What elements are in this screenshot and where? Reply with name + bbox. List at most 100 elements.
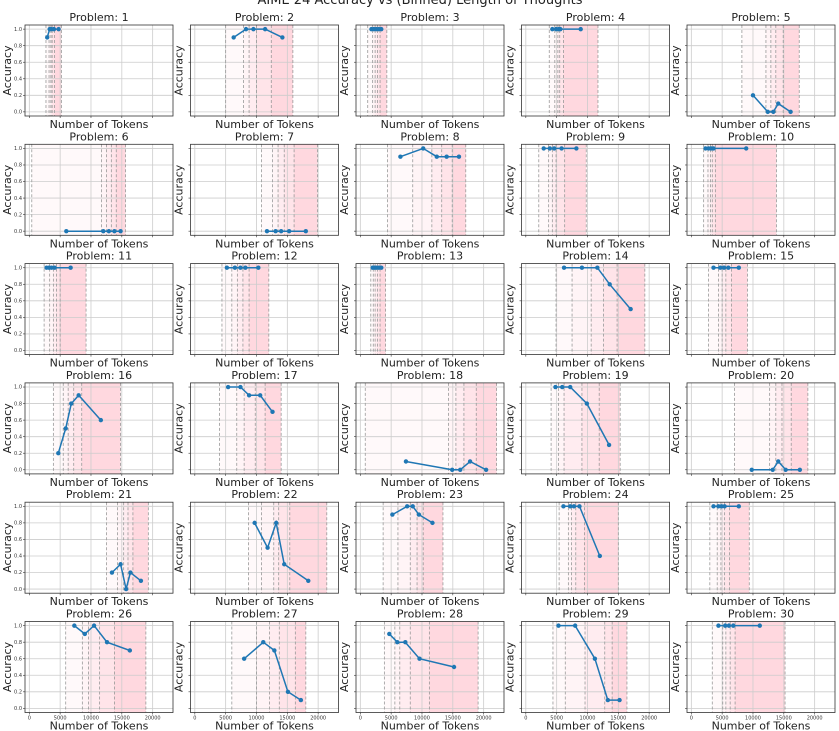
y-tick-label: 0.0 <box>14 229 22 235</box>
bin-shade <box>373 263 376 355</box>
plot-area <box>521 382 670 474</box>
bin-shade <box>380 25 387 116</box>
data-point <box>410 504 415 509</box>
data-point <box>541 146 546 151</box>
y-tick-label: 0.8 <box>14 163 22 169</box>
data-point <box>238 384 243 390</box>
y-axis-label: Accuracy <box>669 522 682 573</box>
data-point <box>771 109 776 115</box>
x-tick-label: 5000 <box>550 716 563 722</box>
y-tick-label: 0.8 <box>14 43 22 49</box>
bin-shade <box>725 263 732 355</box>
data-point <box>56 26 61 32</box>
plot-area <box>25 621 173 713</box>
axes-frame <box>24 263 174 356</box>
data-point <box>744 146 749 151</box>
data-point <box>303 228 309 234</box>
data-point <box>252 520 257 526</box>
data-point <box>45 35 50 40</box>
plot-area <box>687 144 835 236</box>
bin-shade <box>116 144 126 236</box>
subplot-title: Problem: 9 <box>566 130 625 143</box>
x-tick-label: 20000 <box>310 716 326 722</box>
bin-shade <box>731 263 748 355</box>
y-tick-label: 0.4 <box>14 673 22 679</box>
y-axis-label: Accuracy <box>173 403 186 454</box>
bin-shade <box>559 502 569 594</box>
data-point <box>722 504 727 509</box>
subplot-title: Problem: 24 <box>562 488 628 501</box>
bin-shade <box>718 263 723 355</box>
data-point <box>561 265 567 270</box>
bin-shade <box>261 144 273 236</box>
bin-shade <box>559 25 564 116</box>
bin-shade <box>52 25 55 116</box>
bin-shade <box>273 502 279 594</box>
y-axis-label: Accuracy <box>669 641 682 692</box>
y-tick-label: 0.6 <box>14 656 22 662</box>
subplot-title: Problem: 26 <box>66 608 132 621</box>
bin-shade <box>221 263 232 355</box>
data-point <box>404 504 410 509</box>
subplot-13: Problem: 13 Number of Tokens Accuracy <box>338 250 505 370</box>
figure-title: AIME 24 Accuracy vs (Binned) Length of T… <box>258 0 583 8</box>
y-tick-label: 0.8 <box>14 640 22 646</box>
x-tick-label: 0 <box>28 716 31 722</box>
data-point <box>711 146 716 151</box>
bin-shade <box>370 263 374 355</box>
data-point <box>273 228 278 234</box>
data-point <box>456 154 462 159</box>
data-point <box>577 504 582 509</box>
axes-frame <box>190 501 339 594</box>
data-point <box>379 26 384 32</box>
axes-frame <box>24 143 174 236</box>
data-point <box>56 451 61 456</box>
bin-shade <box>236 382 245 474</box>
plot-area <box>687 263 835 355</box>
bin-shade <box>564 144 587 236</box>
bin-shade <box>599 382 621 474</box>
data-point <box>241 656 247 661</box>
data-point <box>550 26 555 32</box>
subplot-14: Problem: 14 Number of Tokens Accuracy <box>504 250 670 370</box>
x-axis-label: Number of Tokens <box>712 720 811 731</box>
x-tick-label: 15000 <box>445 716 461 722</box>
data-point <box>723 623 728 628</box>
x-tick-label: 5000 <box>716 716 729 722</box>
data-point <box>451 664 457 670</box>
bin-shade <box>556 144 565 236</box>
bin-shade <box>741 25 766 116</box>
bin-shade <box>710 144 713 236</box>
subplot-title: Problem: 14 <box>562 250 628 263</box>
subplot-title: Problem: 25 <box>728 488 794 501</box>
y-tick-label: 0.4 <box>14 315 22 321</box>
subplot-title: Problem: 28 <box>397 608 463 621</box>
data-point <box>272 648 277 653</box>
y-axis-label: Accuracy <box>338 403 351 454</box>
y-tick-label: 0.0 <box>14 706 22 712</box>
axes-frame <box>521 501 670 594</box>
x-axis-label: Number of Tokens <box>381 595 480 608</box>
x-tick-label: 15000 <box>776 716 792 722</box>
data-point <box>559 146 564 151</box>
bin-shade <box>249 25 257 116</box>
bin-shade <box>455 382 464 474</box>
data-point <box>731 623 736 628</box>
data-point <box>246 393 252 398</box>
subplot-18: Problem: 18 Number of Tokens Accuracy <box>338 369 505 489</box>
bin-shade <box>111 144 117 236</box>
x-axis-label: Number of Tokens <box>546 595 645 608</box>
data-point <box>560 384 565 390</box>
axes-frame <box>686 24 836 117</box>
data-point <box>605 697 611 703</box>
bin-shade <box>603 263 618 355</box>
bin-shade <box>394 621 400 713</box>
bin-shade <box>431 144 442 236</box>
bin-shade <box>722 263 726 355</box>
data-point <box>49 265 54 270</box>
y-axis-label: Accuracy <box>504 45 517 96</box>
y-axis-label: Accuracy <box>1 403 14 454</box>
bin-shade <box>572 263 592 355</box>
data-point <box>403 639 408 645</box>
data-point <box>109 570 115 575</box>
